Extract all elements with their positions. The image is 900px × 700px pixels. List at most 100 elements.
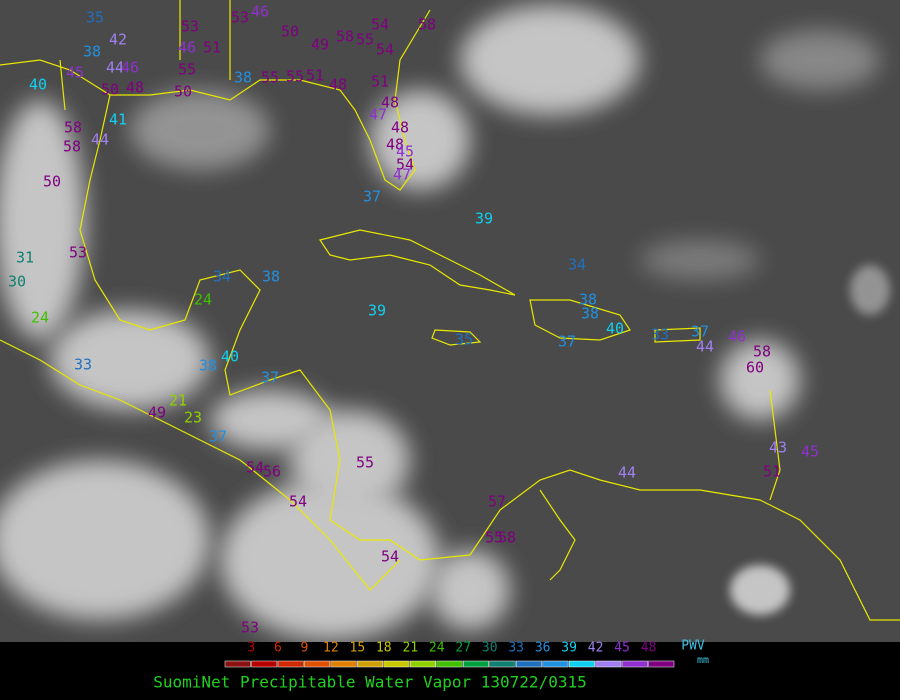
- footer-bar: [0, 642, 900, 700]
- colorbar-segment: [568, 660, 595, 668]
- colorbar-segment: [410, 660, 437, 668]
- station-pwv: 53: [69, 244, 87, 262]
- station-pwv: 58: [64, 119, 82, 137]
- station-pwv: 57: [488, 493, 506, 511]
- station-pwv: 48: [329, 76, 347, 94]
- station-pwv: 47: [393, 166, 411, 184]
- colorbar-segment: [462, 660, 489, 668]
- station-pwv: 50: [43, 173, 61, 191]
- station-pwv: 54: [381, 548, 399, 566]
- station-pwv: 54: [376, 41, 394, 59]
- colorbar-segment: [251, 660, 278, 668]
- colorbar-tick-label: 12: [323, 641, 339, 656]
- colorbar-segment: [304, 660, 331, 668]
- station-pwv: 35: [455, 331, 473, 349]
- station-pwv: 46: [728, 328, 746, 346]
- colorbar-tick-label: 42: [588, 641, 604, 656]
- station-pwv: 55: [178, 61, 196, 79]
- station-pwv: 50: [101, 81, 119, 99]
- station-pwv: 54: [396, 156, 414, 174]
- station-pwv: 54: [371, 16, 389, 34]
- station-pwv: 37: [558, 333, 576, 351]
- colorbar-tick-label: 27: [455, 641, 471, 656]
- station-pwv: 55: [356, 454, 374, 472]
- station-pwv: 51: [763, 463, 781, 481]
- colorbar-tick-label: 39: [561, 641, 577, 656]
- colorbar-tick-label: 6: [274, 641, 282, 656]
- colorbar-tick-label: 33: [508, 641, 524, 656]
- station-pwv: 38: [83, 43, 101, 61]
- colorbar: 3 6 9 12 15 18 21 24 27 30 33 36 39 42 45 48: [224, 641, 675, 668]
- coastlines: [0, 0, 900, 621]
- station-pwv: 43: [769, 439, 787, 457]
- station-pwv: 40: [29, 76, 47, 94]
- station-pwv: 46: [178, 39, 196, 57]
- colorbar-segment: [542, 660, 569, 668]
- colorbar-tick-label: 15: [350, 641, 366, 656]
- station-pwv: 38: [262, 268, 280, 286]
- station-pwv: 35: [86, 9, 104, 27]
- station-pwv: 53: [181, 18, 199, 36]
- station-pwv: 46: [121, 59, 139, 77]
- colorbar-segment: [515, 660, 542, 668]
- colorbar-tick-label: 3: [248, 641, 256, 656]
- station-pwv: 38: [579, 291, 597, 309]
- colorbar-label: PWV: [681, 639, 705, 654]
- station-pwv: 45: [396, 143, 414, 161]
- station-pwv: 38: [581, 305, 599, 323]
- station-pwv: 58: [63, 138, 81, 156]
- station-pwv: 31: [16, 249, 34, 267]
- colorbar-tick-label: 48: [641, 641, 657, 656]
- station-pwv: 46: [251, 3, 269, 21]
- station-pwv: 33: [651, 326, 669, 344]
- station-pwv: 37: [691, 323, 709, 341]
- station-pwv: 49: [148, 404, 166, 422]
- colorbar-tick-label: 45: [614, 641, 630, 656]
- station-pwv: 39: [475, 210, 493, 228]
- station-pwv: 34: [213, 268, 231, 286]
- station-pwv: 48: [381, 94, 399, 112]
- station-pwv: 37: [209, 428, 227, 446]
- station-pwv: 53: [231, 9, 249, 27]
- colorbar-segment: [595, 660, 622, 668]
- colorbar-unit: mm: [697, 655, 709, 666]
- station-pwv: 55: [286, 68, 304, 86]
- station-pwv: 51: [306, 67, 324, 85]
- station-pwv: 34: [568, 256, 586, 274]
- colorbar-tick-label: 21: [402, 641, 418, 656]
- station-pwv: 58: [753, 343, 771, 361]
- station-pwv: 56: [263, 463, 281, 481]
- colorbar-segment: [383, 660, 410, 668]
- cloud-field: [0, 5, 890, 640]
- station-pwv: 53: [241, 619, 259, 637]
- station-pwv: 40: [221, 348, 239, 366]
- station-pwv: 48: [391, 119, 409, 137]
- colorbar-segment: [224, 660, 251, 668]
- colorbar-segment: [621, 660, 648, 668]
- station-pwv: 30: [8, 273, 26, 291]
- station-pwv: 55: [261, 69, 279, 87]
- station-pwv: 37: [363, 188, 381, 206]
- station-pwv: 38: [199, 357, 217, 375]
- station-pwv: 58: [336, 28, 354, 46]
- station-pwv: 50: [281, 23, 299, 41]
- station-pwv: 33: [74, 356, 92, 374]
- colorbar-segment: [357, 660, 384, 668]
- colorbar-segment: [436, 660, 463, 668]
- station-pwv: 50: [174, 83, 192, 101]
- station-pwv: 45: [66, 64, 84, 82]
- station-pwv: 24: [31, 309, 49, 327]
- station-pwv: 44: [106, 59, 124, 77]
- colorbar-segment: [648, 660, 675, 668]
- station-pwv: 45: [801, 443, 819, 461]
- station-pwv: 21: [169, 392, 187, 410]
- station-pwv: 48: [386, 136, 404, 154]
- map-title: SuomiNet Precipitable Water Vapor 130722…: [153, 673, 586, 692]
- station-pwv: 37: [261, 369, 279, 387]
- station-pwv: 44: [696, 338, 714, 356]
- station-pwv: 55: [356, 31, 374, 49]
- station-pwv: 55: [485, 529, 503, 547]
- station-pwv: 38: [234, 69, 252, 87]
